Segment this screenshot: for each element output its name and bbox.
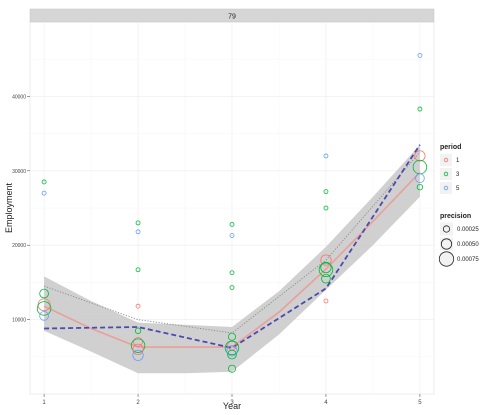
data-points [36, 53, 428, 373]
smooth-trend-line [43, 171, 421, 348]
data-point [130, 338, 146, 353]
data-point [323, 205, 329, 211]
legend-key [440, 168, 452, 180]
x-tick-label: 1 [42, 400, 46, 406]
data-point [320, 261, 332, 274]
data-point [229, 233, 235, 238]
data-point [132, 349, 144, 361]
data-point [39, 288, 49, 299]
data-point [39, 311, 49, 321]
legend-label: 0.00075 [457, 257, 479, 263]
legend-precision-title: precision [440, 213, 471, 220]
legend-marker [443, 157, 449, 163]
legend-marker [442, 225, 451, 233]
y-tick-label: 40000 [12, 94, 26, 100]
dotted-trend-line [43, 151, 421, 334]
data-point [226, 345, 238, 357]
data-point [416, 183, 424, 191]
data-point [135, 229, 141, 235]
data-point [229, 270, 235, 276]
legend-label: 1 [456, 158, 460, 164]
data-point [227, 332, 236, 341]
trend-lines [43, 144, 421, 349]
legend-key [440, 182, 452, 194]
data-point [229, 285, 235, 291]
y-axis-label: Employment [4, 182, 14, 233]
data-point [227, 349, 237, 360]
legend-marker [438, 251, 455, 267]
data-point [224, 340, 240, 356]
data-point [323, 153, 329, 159]
data-point [414, 150, 426, 162]
data-point [415, 173, 425, 184]
x-tick-label: 2 [136, 400, 140, 406]
x-axis-label: Year [223, 401, 241, 411]
legend-marker [443, 185, 449, 191]
data-point [134, 327, 142, 334]
data-point [323, 298, 329, 304]
data-point [318, 262, 334, 277]
data-point [417, 53, 423, 58]
legend-period: period 1 3 5 [440, 144, 461, 194]
data-point [227, 364, 236, 373]
y-tick-label: 10000 [12, 318, 26, 324]
data-point [36, 301, 52, 316]
data-point [135, 267, 141, 273]
legend-period-title: period [440, 144, 461, 151]
data-point [132, 343, 144, 355]
x-tick-label: 3 [230, 400, 234, 406]
legend-precision: precision 0.00025 0.00050 0.00075 [438, 213, 479, 267]
x-tick-label: 4 [324, 400, 328, 406]
data-point [135, 220, 141, 226]
data-point [323, 189, 329, 195]
data-point [229, 221, 235, 227]
legend-key [440, 222, 453, 236]
facet-strip: 79 [29, 8, 435, 23]
data-point [133, 337, 143, 347]
legend-label: 0.00050 [457, 242, 479, 248]
legend-marker [440, 238, 453, 250]
legend-key [440, 237, 453, 251]
data-point [135, 303, 141, 309]
x-axis: 1 2 3 4 5 [42, 394, 422, 406]
legend-label: 3 [456, 172, 460, 178]
data-point [321, 273, 331, 284]
y-axis: 10000 20000 30000 40000 [12, 94, 30, 324]
legend-label: 0.00025 [457, 227, 479, 233]
data-point [41, 179, 47, 185]
y-tick-label: 30000 [12, 169, 26, 175]
data-point [320, 254, 332, 266]
legend-marker [443, 171, 449, 177]
legend-label: 5 [456, 186, 460, 192]
data-point [41, 190, 47, 196]
data-point [417, 106, 423, 112]
facet-label: 79 [228, 14, 236, 21]
legend-key [440, 154, 452, 166]
legend-key [440, 252, 453, 266]
y-tick-label: 20000 [12, 243, 26, 249]
x-tick-label: 5 [418, 400, 422, 406]
